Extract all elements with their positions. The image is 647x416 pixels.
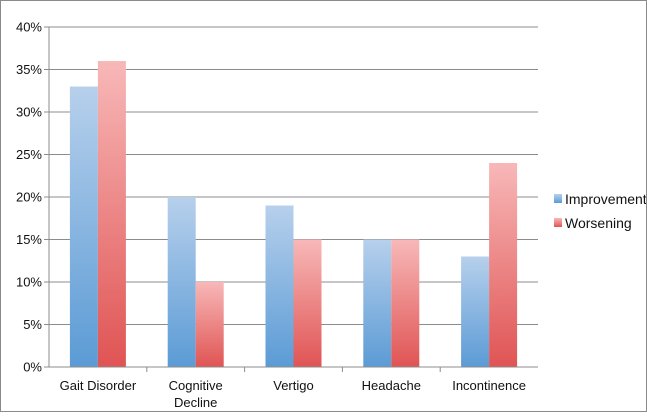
y-tick-label: 15% <box>16 232 42 247</box>
y-tick-label: 25% <box>16 147 42 162</box>
y-tick-label: 0% <box>23 360 42 375</box>
y-tick-label: 20% <box>16 190 42 205</box>
x-tick-label: Cognitive Decline <box>169 378 223 410</box>
bar-improvement-0 <box>69 86 98 367</box>
bar-worsening-0 <box>97 61 126 367</box>
y-tick-label: 40% <box>16 20 42 35</box>
bars <box>69 61 518 367</box>
x-axis <box>48 27 538 368</box>
bar-worsening-4 <box>489 163 518 367</box>
bar-worsening-2 <box>293 239 322 367</box>
legend-swatch-worsening <box>554 218 562 227</box>
bar-improvement-2 <box>265 205 294 367</box>
bar-worsening-1 <box>195 282 224 367</box>
bar-improvement-3 <box>363 239 392 367</box>
x-tick-label: Headache <box>362 378 421 393</box>
bar-improvement-4 <box>461 256 490 367</box>
x-tick-label: Vertigo <box>273 378 313 393</box>
x-tick-label: Incontinence <box>452 378 526 393</box>
y-tick-label: 5% <box>23 317 42 332</box>
y-tick-label: 35% <box>16 62 42 77</box>
legend-label-worsening: Worsening <box>565 215 632 231</box>
bar-improvement-1 <box>167 197 196 367</box>
legend-swatch-improvement <box>554 194 562 203</box>
x-tick-label: Gait Disorder <box>60 378 137 393</box>
legend: Improvement Worsening <box>554 191 647 231</box>
y-axis-ticks: 0% 5% 10% 15% 20% 25% 30% 35% 40% <box>16 20 49 375</box>
y-tick-label: 30% <box>16 105 42 120</box>
legend-label-improvement: Improvement <box>565 191 646 207</box>
bar-worsening-3 <box>391 239 420 367</box>
y-tick-label: 10% <box>16 275 42 290</box>
x-axis-labels: Gait Disorder Cognitive Decline Vertigo Head… <box>60 367 526 410</box>
